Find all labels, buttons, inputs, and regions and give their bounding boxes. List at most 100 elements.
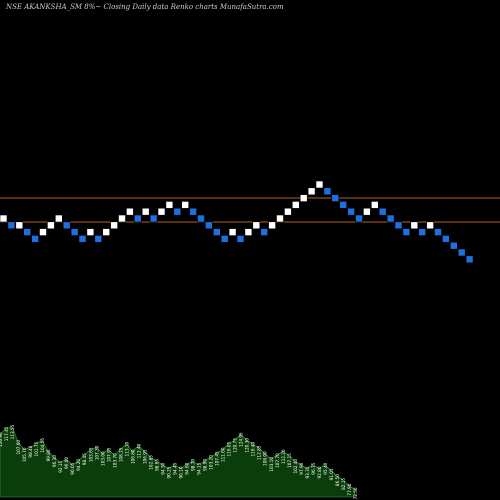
volume-label: 120.90: [0, 432, 3, 447]
renko-brick-up: [363, 207, 371, 216]
renko-brick-up: [426, 221, 434, 230]
volume-label: 98.70: [191, 459, 196, 471]
volume-label: 103.20: [209, 455, 214, 470]
volume-label: 94.60: [185, 462, 190, 474]
volume-label: 104.55: [40, 438, 45, 453]
renko-brick-up: [315, 180, 324, 189]
renko-brick-down: [220, 235, 229, 243]
renko-brick-up: [54, 214, 63, 223]
renko-brick-down: [378, 207, 387, 216]
volume-label: 102.85: [148, 455, 153, 470]
volume-label: 96.30: [52, 455, 57, 467]
volume-label: 105.70: [22, 447, 27, 462]
volume-label: 90.10: [179, 466, 184, 478]
volume-label: 106.80: [130, 449, 135, 464]
volume-label: 112.40: [136, 443, 141, 458]
volume-label: 98.65: [154, 459, 159, 471]
renko-brick-down: [134, 214, 142, 223]
volume-label: 107.30: [94, 445, 99, 460]
volume-label: 102.40: [293, 459, 298, 474]
volume-label: 107.60: [16, 440, 21, 455]
renko-brick-up: [370, 201, 379, 209]
volume-label: 107.15: [287, 453, 292, 468]
renko-brick-down: [236, 235, 245, 243]
volume-label: 113.10: [124, 441, 129, 456]
renko-brick-down: [78, 235, 87, 243]
volume-label: 98.90: [203, 459, 208, 471]
renko-brick-up: [276, 214, 284, 223]
renko-brick-down: [94, 235, 103, 243]
volume-label: 101.75: [34, 441, 39, 456]
volume-label: 108.00: [263, 451, 268, 466]
renko-brick-down: [402, 228, 411, 236]
renko-brick-down: [434, 228, 442, 236]
renko-brick-up: [102, 228, 110, 236]
volume-label: 92.15: [58, 460, 63, 472]
renko-brick-up: [268, 221, 276, 230]
renko-brick-up: [284, 207, 292, 216]
volume-label: 93.35: [305, 466, 310, 478]
renko-brick-down: [347, 207, 355, 216]
volume-label: 94.20: [76, 459, 81, 471]
renko-brick-down: [457, 248, 466, 257]
volume-label: 120.30: [245, 438, 250, 453]
renko-brick-down: [442, 235, 450, 243]
renko-brick-up: [244, 228, 253, 236]
renko-brick-down: [23, 228, 32, 236]
volume-label: 94.15: [197, 462, 202, 474]
volume-label: 86.50: [335, 474, 340, 486]
volume-label: 96.75: [311, 462, 316, 474]
volume-label: 77.90: [347, 483, 352, 495]
volume-label: 116.05: [227, 441, 232, 456]
volume-label: 107.95: [106, 447, 111, 462]
renko-bricks: [0, 180, 474, 264]
renko-brick-down: [449, 241, 458, 250]
volume-label: 112.85: [257, 445, 262, 460]
reference-lines: [0, 197, 500, 223]
renko-brick-down: [418, 228, 427, 236]
renko-brick-up: [118, 214, 126, 223]
volume-label: 103.70: [112, 453, 117, 468]
renko-brick-down: [339, 201, 348, 209]
renko-brick-down: [189, 207, 197, 216]
renko-brick-down: [213, 228, 221, 236]
volume-label: 98.40: [28, 445, 33, 457]
volume-label: 106.95: [142, 449, 147, 464]
volume-label: 99.80: [46, 449, 51, 461]
volume-label: 108.25: [118, 447, 123, 462]
renko-brick-down: [323, 187, 332, 196]
volume-label: 103.00: [100, 451, 105, 466]
renko-brick-up: [165, 201, 174, 209]
volume-label: 107.45: [215, 451, 220, 466]
volume-label: 92.80: [317, 466, 322, 478]
renko-brick-up: [141, 207, 150, 216]
renko-brick-up: [39, 228, 47, 236]
renko-brick-up: [252, 221, 261, 230]
renko-brick-down: [331, 194, 340, 202]
renko-brick-up: [307, 187, 316, 196]
renko-brick-up: [410, 221, 419, 230]
renko-brick-up: [47, 221, 55, 230]
renko-brick-down: [7, 221, 16, 230]
volume-label: 91.05: [329, 468, 334, 480]
renko-brick-down: [465, 255, 474, 264]
volume-label: 113.55: [10, 424, 15, 439]
renko-brick-down: [149, 214, 158, 223]
volume-area: [0, 426, 356, 498]
renko-brick-up: [157, 207, 166, 216]
renko-brick-up: [299, 194, 308, 202]
renko-brick-down: [205, 221, 213, 230]
volume-label: 111.60: [221, 447, 226, 462]
renko-brick-up: [291, 201, 300, 209]
volume-label: 112.20: [281, 449, 286, 464]
renko-brick-down: [62, 221, 71, 230]
volume-label: 94.45: [173, 462, 178, 474]
renko-brick-down: [260, 228, 269, 236]
renko-brick-down: [386, 214, 395, 223]
volume-label: 90.25: [167, 466, 172, 478]
renko-brick-up: [86, 228, 95, 236]
renko-brick-up: [228, 228, 237, 236]
renko-brick-up: [181, 201, 189, 209]
volume-label: 96.00: [64, 457, 69, 469]
